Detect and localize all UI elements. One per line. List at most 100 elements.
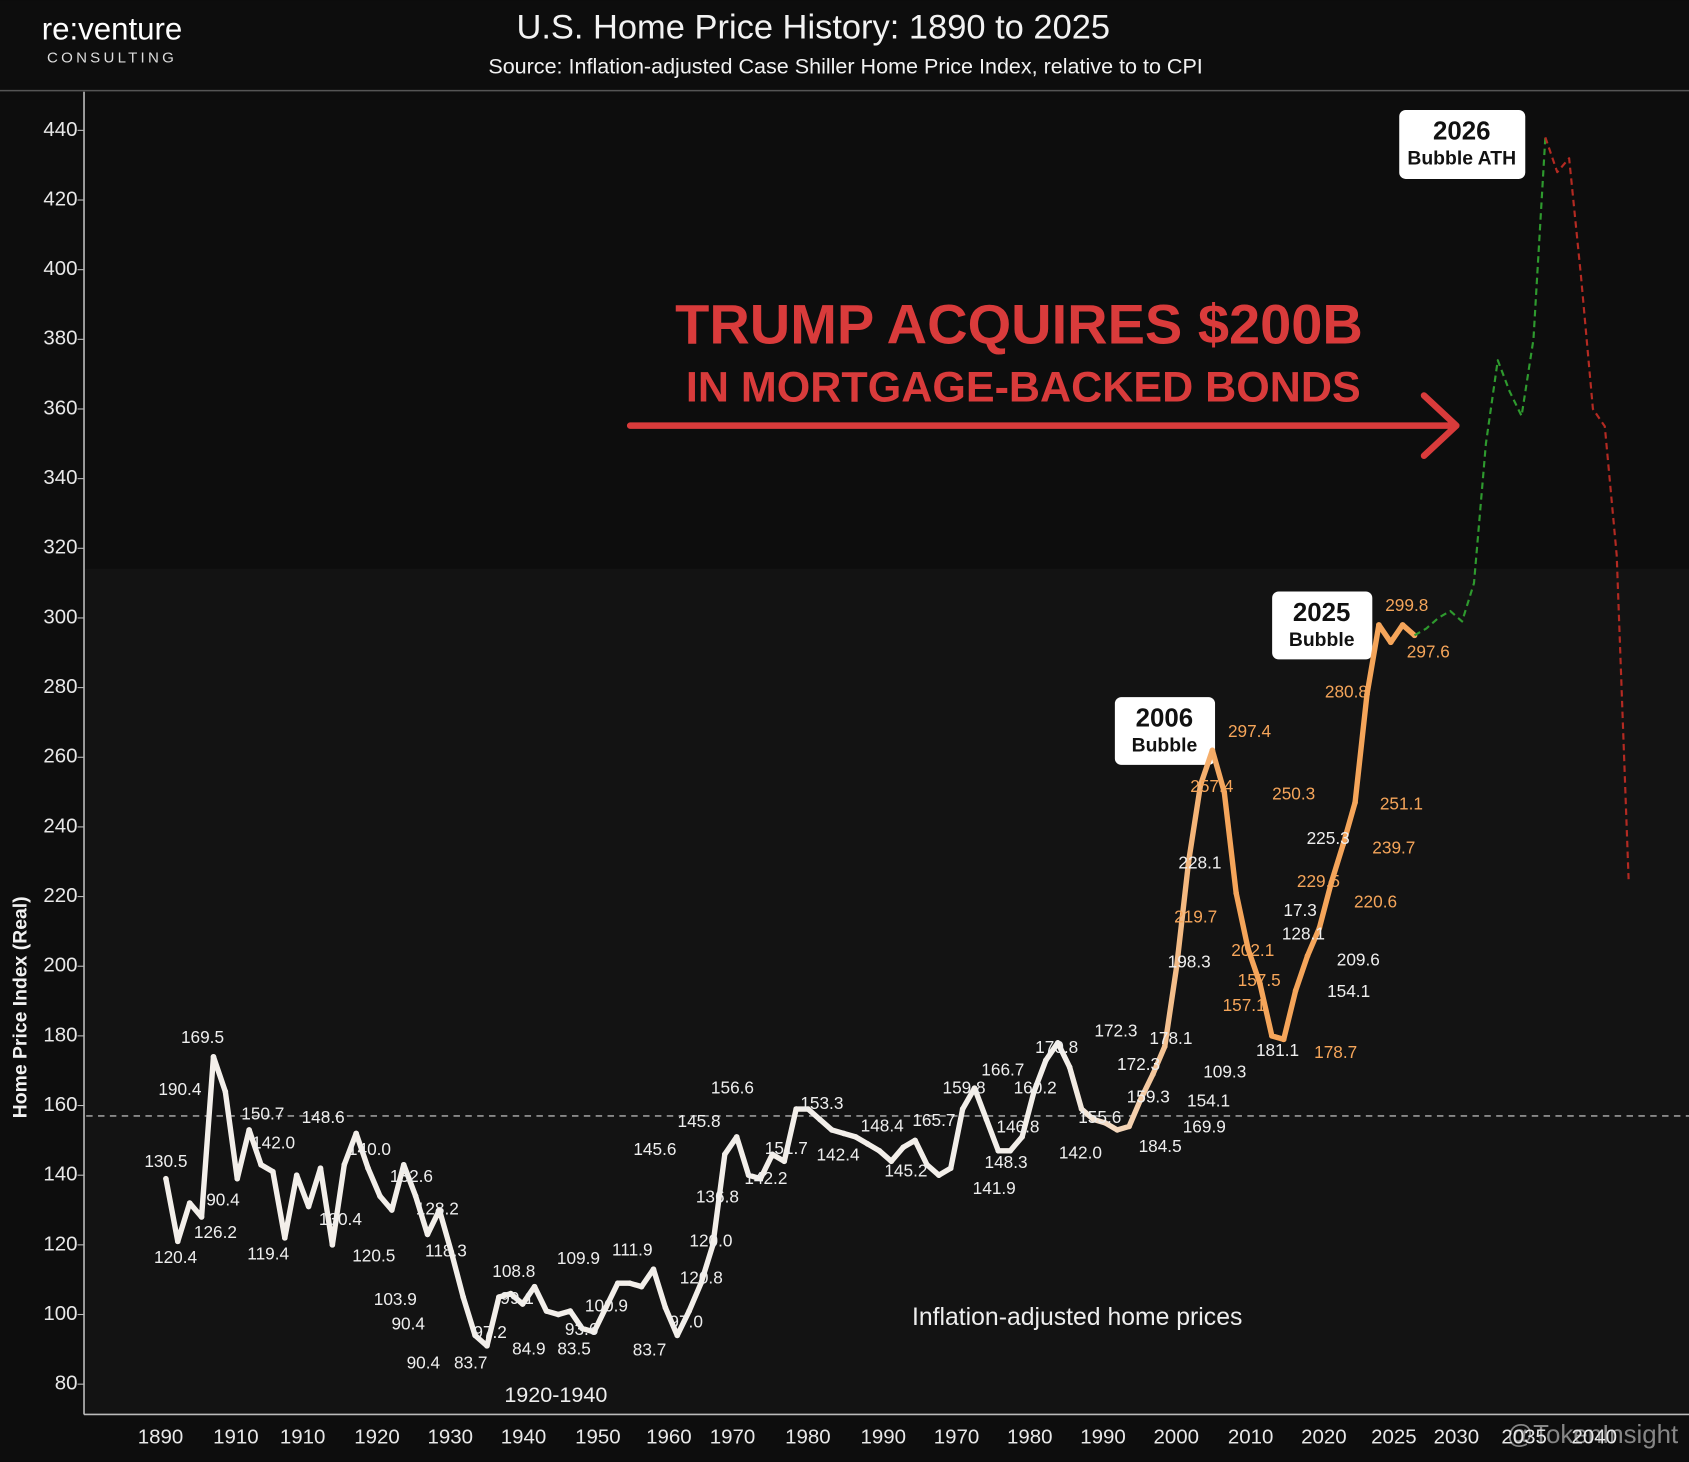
point [674,1332,681,1339]
data-label: 118.3 [425,1240,467,1260]
callout: Bubble [1132,735,1198,757]
data-label: 297.6 [1407,641,1450,661]
data-label: 120.0 [689,1231,732,1251]
point [1292,987,1299,994]
data-label: 225.3 [1307,828,1350,848]
data-label: 108.8 [492,1261,535,1281]
data-label: 97.0 [669,1311,703,1331]
point [579,1325,585,1332]
point [852,1134,859,1140]
data-label: 151.7 [765,1138,808,1158]
x-tick-label: 1990 [1080,1426,1126,1449]
point [1399,622,1406,628]
data-label: 148.3 [985,1152,1028,1172]
x-tick-label: 1970 [710,1426,756,1449]
point [900,1144,906,1151]
y-tick-label: 420 [43,187,77,210]
x-tick-label: 1910 [280,1426,326,1449]
point [246,1127,252,1133]
point [1102,1120,1109,1126]
data-label: 220.6 [1354,891,1397,911]
point [1352,799,1358,806]
point [1173,963,1180,970]
data-label: 83.5 [557,1338,591,1358]
plot: 80 100 120 140 160 180 200 220 240 260 280 300 320 34… [43,118,1689,1449]
y-tick-label: 380 [43,327,77,350]
point [198,1214,205,1220]
y-tick-label: 340 [43,466,77,489]
x-tick-label: 1950 [575,1426,621,1449]
point [793,1106,799,1112]
point [543,1308,550,1314]
point [1328,879,1335,886]
point [603,1304,609,1311]
y-tick-label: 260 [43,745,77,768]
data-label: 209.6 [1337,950,1380,970]
point [365,1165,371,1172]
data-label: 145.2 [884,1161,927,1181]
data-label: 157.1 [1223,995,1266,1015]
data-label: 145.6 [633,1139,676,1159]
data-label: 120.5 [352,1246,395,1266]
y-tick-label: 140 [43,1163,77,1186]
data-label: 140.0 [348,1139,391,1159]
data-label: 111.9 [612,1239,653,1259]
y-tick-label: 120 [43,1232,77,1255]
callout: 2006 [1136,705,1194,733]
callout-box [1399,110,1526,179]
point [817,1116,823,1123]
chart-title: U.S. Home Price History: 1890 to 2025 [516,8,1110,46]
data-label: 170.8 [1035,1037,1078,1057]
data-label: 142.0 [252,1133,295,1153]
point [341,1161,348,1168]
data-label: 228.1 [1178,853,1221,873]
callout: Bubble ATH [1407,148,1516,170]
x-tick-label: 1890 [138,1426,184,1449]
series-line [1413,137,1547,637]
point [805,1106,811,1112]
data-label: 119.4 [247,1244,289,1264]
callout-box [1272,591,1373,660]
point [971,1085,978,1091]
point [400,1161,407,1168]
point [769,1151,776,1158]
x-tick-label: 1960 [646,1426,692,1449]
point [460,1294,466,1300]
x-tick-label: 2030 [1434,1426,1480,1449]
callout: 2025 [1293,599,1351,627]
point [270,1168,276,1175]
point [412,1193,419,1199]
y-tick-label: 200 [43,954,77,977]
point [1150,1071,1156,1077]
point [733,1134,740,1140]
data-label: 109.3 [1203,1062,1246,1082]
point [864,1141,871,1147]
brand-sub: CONSULTING [47,49,177,66]
point [1340,841,1346,848]
point [472,1332,478,1339]
data-label: 157.5 [1238,970,1281,990]
data-label: 109.9 [557,1248,600,1268]
point [1316,925,1323,931]
point [638,1283,645,1290]
point [293,1172,300,1178]
watermark: @TokenInsight [1507,1421,1678,1449]
x-tick-label: 2020 [1301,1426,1347,1449]
y-tick-label: 240 [43,814,77,837]
y-tick-label: 400 [43,257,77,280]
point [757,1175,764,1182]
data-label: 84.9 [512,1338,546,1358]
y-tick-label: 440 [43,118,77,141]
point [1376,622,1382,628]
data-label: 90.4 [391,1314,425,1334]
data-label: 172.3 [1117,1054,1160,1074]
data-label: 150.7 [241,1104,284,1124]
chart-subtitle: Source: Inflation-adjusted Case Shiller … [488,55,1202,79]
point [1090,1116,1097,1123]
point [436,1207,443,1213]
point [888,1158,895,1165]
data-label: 190.4 [158,1079,202,1099]
y-tick-label: 80 [55,1372,78,1395]
callout: 2026 [1433,117,1491,145]
point [1364,691,1370,698]
